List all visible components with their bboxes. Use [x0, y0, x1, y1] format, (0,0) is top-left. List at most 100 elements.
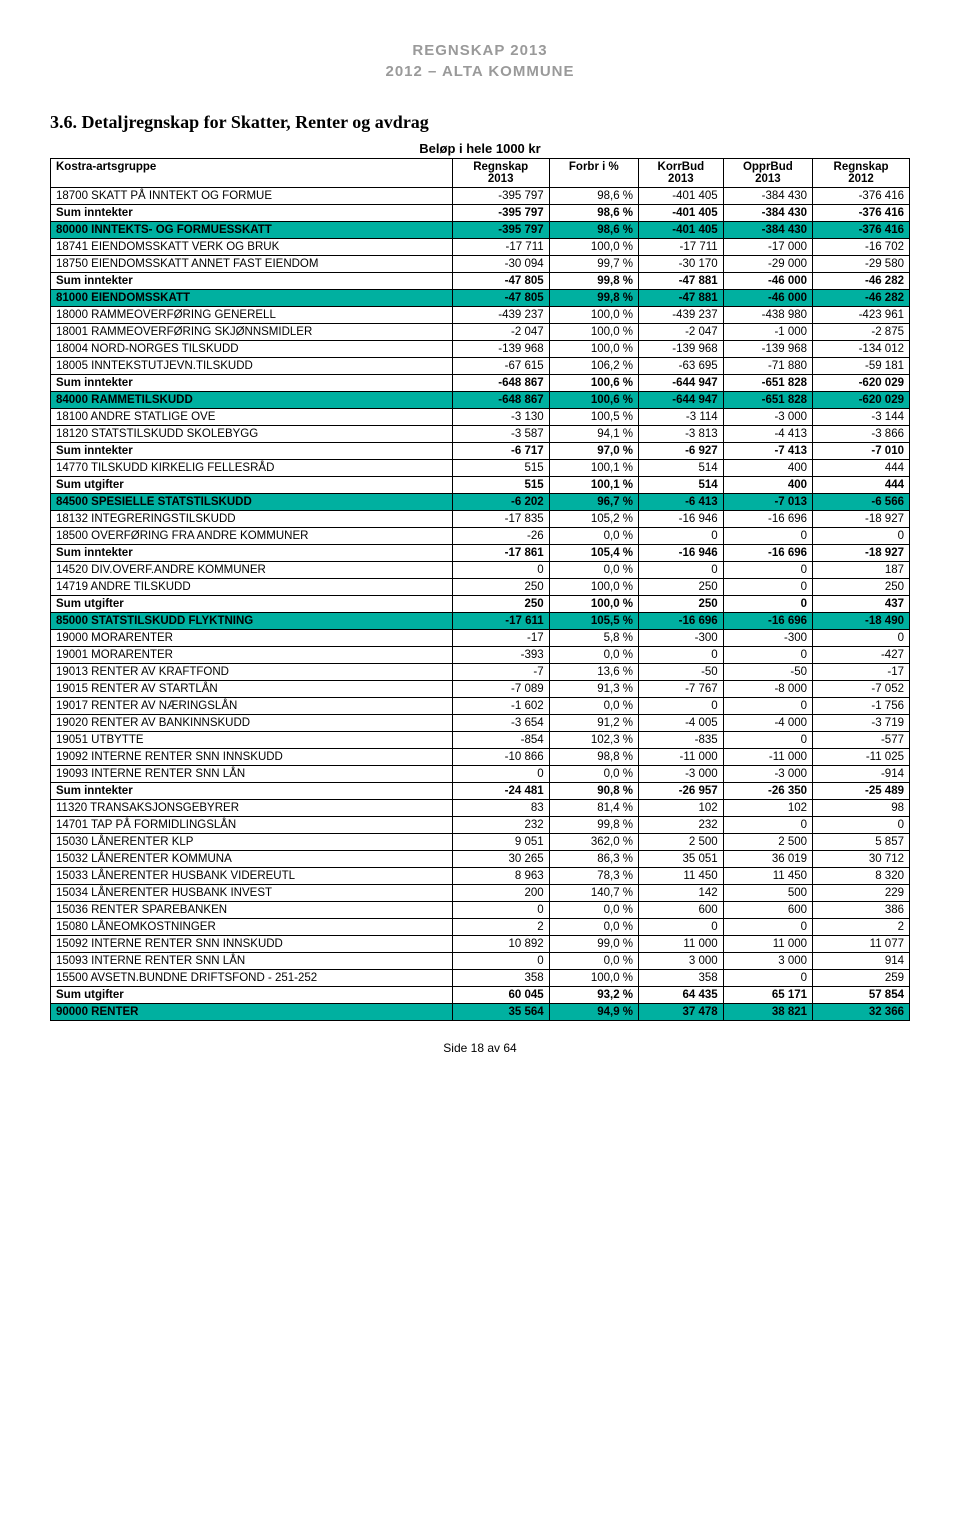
row-value: 100,1 % [549, 460, 638, 477]
table-row: 18100 ANDRE STATLIGE OVE-3 130100,5 %-3 … [51, 409, 910, 426]
row-value: -393 [452, 647, 549, 664]
row-value: 98,8 % [549, 749, 638, 766]
row-value: -47 881 [639, 273, 724, 290]
row-value: -30 094 [452, 256, 549, 273]
table-row: Sum inntekter-6 71797,0 %-6 927-7 413-7 … [51, 443, 910, 460]
row-value: 0,0 % [549, 953, 638, 970]
row-value: 2 500 [639, 834, 724, 851]
table-row: Sum inntekter-17 861105,4 %-16 946-16 69… [51, 545, 910, 562]
table-row: Sum utgifter60 04593,2 %64 43565 17157 8… [51, 987, 910, 1004]
row-label: 18750 EIENDOMSSKATT ANNET FAST EIENDOM [51, 256, 453, 273]
row-value: 2 [813, 919, 910, 936]
row-value: 600 [639, 902, 724, 919]
row-value: -854 [452, 732, 549, 749]
row-value: 64 435 [639, 987, 724, 1004]
row-value: 100,0 % [549, 239, 638, 256]
row-value: -4 000 [723, 715, 812, 732]
row-value: 99,7 % [549, 256, 638, 273]
row-value: -3 000 [639, 766, 724, 783]
row-value: -438 980 [723, 307, 812, 324]
row-value: -644 947 [639, 375, 724, 392]
row-value: 500 [723, 885, 812, 902]
row-value: 81,4 % [549, 800, 638, 817]
row-value: -16 946 [639, 511, 724, 528]
row-value: 35 564 [452, 1004, 549, 1021]
row-value: 11 000 [639, 936, 724, 953]
row-value: 96,7 % [549, 494, 638, 511]
row-value: 3 000 [723, 953, 812, 970]
table-row: 19000 MORARENTER-175,8 %-300-3000 [51, 630, 910, 647]
table-row: 19051 UTBYTTE-854102,3 %-8350-577 [51, 732, 910, 749]
row-value: -384 430 [723, 222, 812, 239]
row-label: Sum utgifter [51, 987, 453, 1004]
header-line2: 2012 – ALTA KOMMUNE [385, 63, 574, 80]
row-value: 0 [452, 953, 549, 970]
row-value: 0 [813, 630, 910, 647]
row-label: 19051 UTBYTTE [51, 732, 453, 749]
row-value: 515 [452, 477, 549, 494]
row-value: 0,0 % [549, 919, 638, 936]
table-row: 19013 RENTER AV KRAFTFOND-713,6 %-50-50-… [51, 664, 910, 681]
row-label: 15080 LÅNEOMKOSTNINGER [51, 919, 453, 936]
row-value: 100,0 % [549, 307, 638, 324]
row-value: 3 000 [639, 953, 724, 970]
row-value: -644 947 [639, 392, 724, 409]
row-value: -17 711 [639, 239, 724, 256]
row-value: 250 [452, 596, 549, 613]
row-value: -423 961 [813, 307, 910, 324]
row-value: 0 [723, 562, 812, 579]
row-value: 0,0 % [549, 528, 638, 545]
row-value: -16 946 [639, 545, 724, 562]
row-value: 0 [723, 817, 812, 834]
row-value: 36 019 [723, 851, 812, 868]
row-value: 8 320 [813, 868, 910, 885]
table-row: Sum inntekter-395 79798,6 %-401 405-384 … [51, 205, 910, 222]
row-label: 14701 TAP PÅ FORMIDLINGSLÅN [51, 817, 453, 834]
row-value: -2 047 [452, 324, 549, 341]
row-value: 0,0 % [549, 698, 638, 715]
table-row: 19001 MORARENTER-3930,0 %00-427 [51, 647, 910, 664]
row-label: 11320 TRANSAKSJONSGEBYRER [51, 800, 453, 817]
row-label: 15033 LÅNERENTER HUSBANK VIDEREUTL [51, 868, 453, 885]
row-value: -2 875 [813, 324, 910, 341]
row-label: 19093 INTERNE RENTER SNN LÅN [51, 766, 453, 783]
table-row: 15092 INTERNE RENTER SNN INNSKUDD10 8929… [51, 936, 910, 953]
row-value: -6 413 [639, 494, 724, 511]
row-value: 600 [723, 902, 812, 919]
row-value: -384 430 [723, 188, 812, 205]
row-value: -7 [452, 664, 549, 681]
row-value: -16 702 [813, 239, 910, 256]
row-value: -7 013 [723, 494, 812, 511]
detail-account-table: Kostra-artsgruppe Regnskap2013 Forbr i %… [50, 158, 910, 1021]
section-subtitle: Beløp i hele 1000 kr [50, 141, 910, 156]
row-value: -651 828 [723, 375, 812, 392]
row-value: -134 012 [813, 341, 910, 358]
row-value: -401 405 [639, 222, 724, 239]
row-value: 358 [452, 970, 549, 987]
row-value: -3 719 [813, 715, 910, 732]
row-value: -47 881 [639, 290, 724, 307]
table-row: 18005 INNTEKSTUTJEVN.TILSKUDD-67 615106,… [51, 358, 910, 375]
row-value: -7 052 [813, 681, 910, 698]
row-value: 187 [813, 562, 910, 579]
row-value: -300 [639, 630, 724, 647]
row-value: 0 [723, 528, 812, 545]
row-value: -26 957 [639, 783, 724, 800]
table-row: 85000 STATSTILSKUDD FLYKTNING-17 611105,… [51, 613, 910, 630]
row-value: 0 [639, 698, 724, 715]
row-value: 38 821 [723, 1004, 812, 1021]
row-value: 99,8 % [549, 290, 638, 307]
row-value: 232 [452, 817, 549, 834]
row-value: 97,0 % [549, 443, 638, 460]
table-row: Sum utgifter515100,1 %514400444 [51, 477, 910, 494]
row-value: 11 450 [723, 868, 812, 885]
row-value: 102,3 % [549, 732, 638, 749]
table-row: 18132 INTEGRERINGSTILSKUDD-17 835105,2 %… [51, 511, 910, 528]
row-value: 11 077 [813, 936, 910, 953]
table-row: 11320 TRANSAKSJONSGEBYRER8381,4 %1021029… [51, 800, 910, 817]
row-value: -3 130 [452, 409, 549, 426]
row-value: -4 413 [723, 426, 812, 443]
row-value: 514 [639, 460, 724, 477]
row-value: -3 000 [723, 766, 812, 783]
row-value: -11 025 [813, 749, 910, 766]
